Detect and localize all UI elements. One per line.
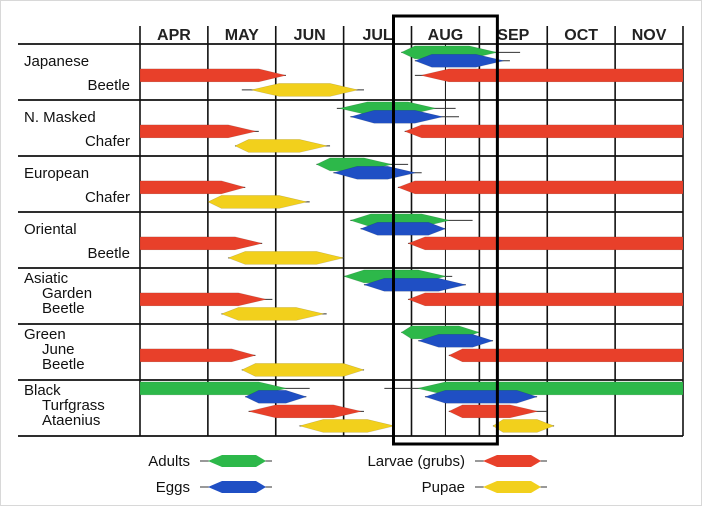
larvae-bar xyxy=(248,404,362,419)
larvae-bar xyxy=(139,236,263,251)
eggs-bar xyxy=(332,166,416,180)
month-label-apr: APR xyxy=(157,27,191,44)
species-label: European xyxy=(24,165,89,182)
pupae-bar xyxy=(234,139,328,153)
species-label: Beetle xyxy=(87,245,130,262)
eggs-bar xyxy=(363,277,466,292)
highlight-box xyxy=(392,14,499,446)
species-label: Black xyxy=(24,382,61,399)
pupae-bar xyxy=(241,363,365,377)
larvae-bar xyxy=(139,124,257,139)
pupae-bar xyxy=(227,251,344,265)
larvae-bar xyxy=(448,348,684,363)
larvae-bar xyxy=(397,180,684,195)
month-label-nov: NOV xyxy=(632,27,667,44)
species-label: Beetle xyxy=(87,77,130,94)
legend-label-pupae: Pupae xyxy=(422,479,465,496)
month-label-sep: SEP xyxy=(497,27,529,44)
eggs-bar xyxy=(417,333,494,348)
species-label: June xyxy=(42,341,75,358)
month-label-jul: JUL xyxy=(362,27,392,44)
larvae-bar xyxy=(139,180,247,195)
larvae-bar xyxy=(420,68,684,83)
species-group: Japanese Beetle xyxy=(24,45,684,97)
legend-label-adults: Adults xyxy=(148,453,190,470)
month-header: APR MAY JUN JUL AUG SEP OCT NOV xyxy=(157,27,667,44)
species-label: Beetle xyxy=(42,300,85,317)
species-label: Chafer xyxy=(85,133,130,150)
species-label: Japanese xyxy=(24,53,89,70)
month-label-oct: OCT xyxy=(564,27,598,44)
larvae-bar xyxy=(139,348,257,363)
species-label: Oriental xyxy=(24,221,77,238)
species-label: Beetle xyxy=(42,356,85,373)
larvae-bar xyxy=(139,292,267,307)
pupae-bar xyxy=(492,419,555,433)
species-label: N. Masked xyxy=(24,109,96,126)
bars: Japanese Beetle N. Masked Chafer European Cha… xyxy=(24,45,684,433)
species-label: Asiatic xyxy=(24,270,69,287)
eggs-bar xyxy=(424,389,539,404)
larvae-bar xyxy=(448,404,538,419)
pupae-bar xyxy=(251,83,359,97)
larvae-bar xyxy=(407,236,684,251)
species-label: Ataenius xyxy=(42,412,100,429)
larvae-bar xyxy=(407,292,684,307)
eggs-bar xyxy=(359,222,447,236)
eggs-bar xyxy=(244,389,308,404)
species-label: Garden xyxy=(42,285,92,302)
eggs-bar xyxy=(414,53,505,68)
larvae-bar xyxy=(403,124,684,139)
legend-swatch-adults xyxy=(208,455,266,467)
species-label: Chafer xyxy=(85,189,130,206)
legend-swatch-pupae xyxy=(483,481,541,493)
pupae-bar xyxy=(220,307,325,321)
species-group: European Chafer xyxy=(24,157,684,209)
month-label-jun: JUN xyxy=(294,27,326,44)
grid xyxy=(18,26,684,437)
legend-label-eggs: Eggs xyxy=(156,479,190,496)
eggs-bar xyxy=(349,110,443,124)
species-group: N. Masked Chafer xyxy=(24,101,684,153)
month-label-may: MAY xyxy=(225,27,259,44)
legend-swatch-eggs xyxy=(208,481,266,493)
species-label: Turfgrass xyxy=(42,397,105,414)
legend-swatch-larvae xyxy=(483,455,541,467)
legend: Adults Eggs Larvae (grubs) Pupae xyxy=(148,453,547,496)
legend-label-larvae: Larvae (grubs) xyxy=(367,453,465,470)
species-label: Green xyxy=(24,326,66,343)
month-label-aug: AUG xyxy=(428,27,464,44)
species-group: Oriental Beetle xyxy=(24,213,684,265)
pupae-bar xyxy=(207,195,308,209)
larvae-bar xyxy=(139,68,287,83)
